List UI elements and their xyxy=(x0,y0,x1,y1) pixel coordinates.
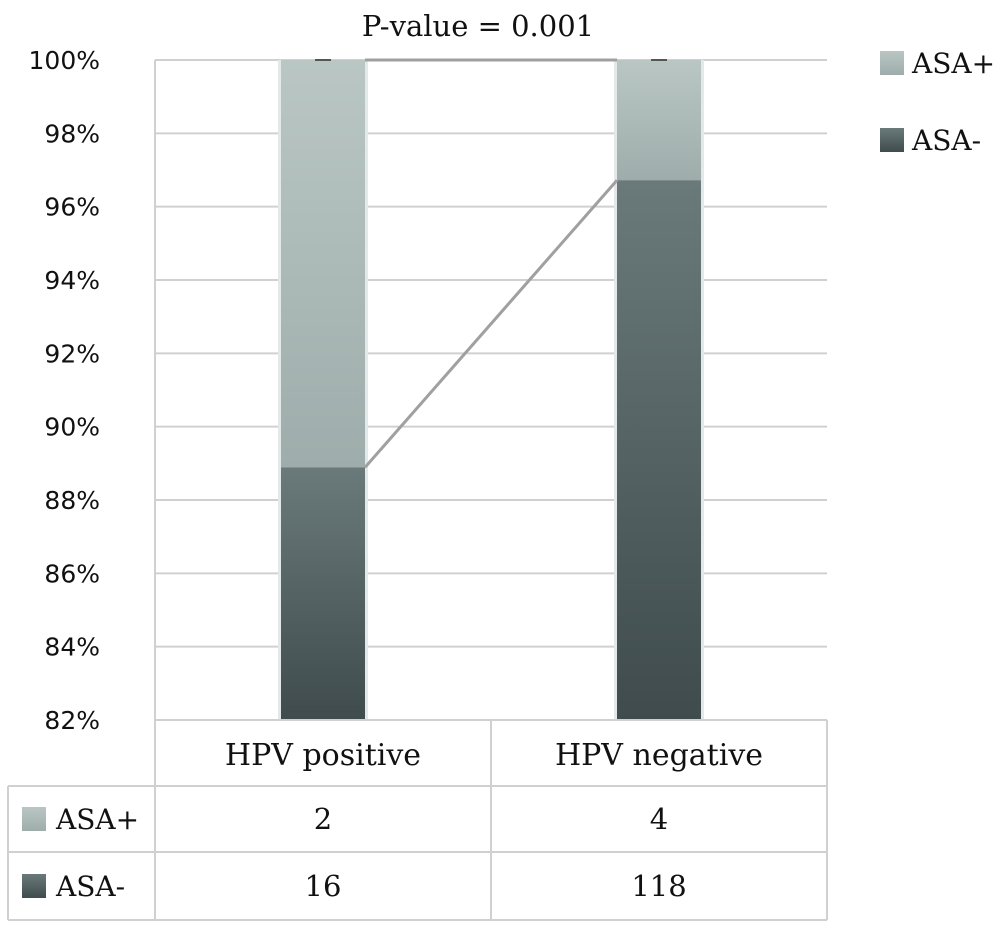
series-lines xyxy=(363,58,619,469)
legend-label: ASA+ xyxy=(911,47,995,80)
category-label: HPV negative xyxy=(555,738,763,773)
legend: ASA+ ASA- xyxy=(880,47,995,157)
y-axis: 82% 84% 86% 88% 90% 92% 94% 96% 98% 100% xyxy=(29,46,156,735)
data-table: HPV positive HPV negative ASA+ 2 4 ASA- 16 118 xyxy=(7,719,828,921)
y-tick-label: 90% xyxy=(44,413,100,442)
y-tick-label: 86% xyxy=(44,559,100,588)
chart-title: P-value = 0.001 xyxy=(362,9,594,43)
bars xyxy=(278,59,704,721)
y-tick-label: 88% xyxy=(44,486,100,515)
table-cell-value: 16 xyxy=(305,869,342,903)
gridlines xyxy=(155,59,827,721)
bar-segment-ASA- xyxy=(617,180,701,721)
category-label: HPV positive xyxy=(225,738,421,773)
y-tick-label: 84% xyxy=(44,633,100,662)
table-row-label: ASA+ xyxy=(55,803,139,836)
table-cell-value: 118 xyxy=(631,869,686,903)
bar-segment-ASA- xyxy=(281,467,365,720)
table-cell-value: 4 xyxy=(650,802,668,836)
table-cell-value: 2 xyxy=(314,802,332,836)
y-tick-label: 92% xyxy=(44,339,100,368)
bar-segment-ASA+ xyxy=(281,60,365,468)
y-tick-label: 100% xyxy=(29,46,100,75)
legend-key xyxy=(880,128,904,152)
legend-key xyxy=(880,51,904,75)
y-tick-label: 82% xyxy=(44,706,100,735)
y-tick-label: 96% xyxy=(44,193,100,222)
y-tick-label: 98% xyxy=(44,119,100,148)
table-legend-key xyxy=(22,874,46,898)
bar-segment-ASA+ xyxy=(617,60,701,181)
legend-label: ASA- xyxy=(911,124,981,157)
y-tick-label: 94% xyxy=(44,266,100,295)
table-legend-key xyxy=(22,807,46,831)
table-row-label: ASA- xyxy=(55,870,125,903)
series-line xyxy=(363,179,619,469)
